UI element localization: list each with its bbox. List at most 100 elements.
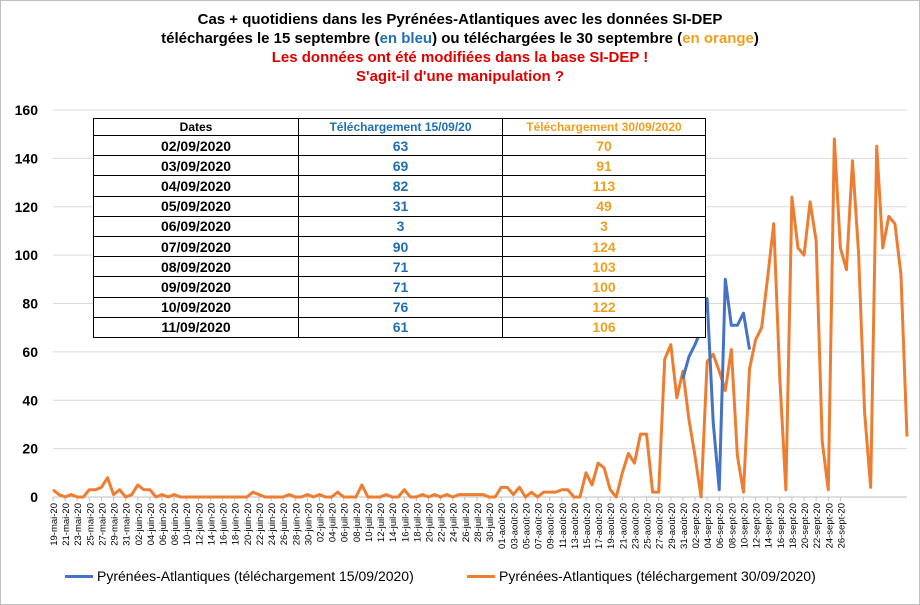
table-row: 04/09/2020 82 113	[93, 175, 706, 197]
x-tick-label: 17-août-20	[594, 503, 605, 549]
x-tick-label: 02-juin-20	[134, 503, 145, 545]
x-tick-label: 29-août-20	[667, 503, 678, 549]
y-tick-label: 80	[22, 296, 38, 312]
y-tick-label: 120	[15, 199, 39, 215]
x-tick-label: 21-mai-20	[61, 503, 72, 546]
legend-item-30: Pyrénées-Atlantiques (téléchargement 30/…	[467, 568, 816, 584]
x-tick-label: 13-août-20	[570, 503, 581, 549]
y-tick-label: 160	[15, 102, 39, 118]
table-cell-download-30: 113	[502, 175, 706, 197]
x-tick-label: 18-sept-20	[788, 503, 799, 548]
x-tick-label: 11-août-20	[558, 503, 569, 548]
chart-title-warning: Les données ont été modifiées dans la ba…	[271, 49, 649, 66]
table-header-download-15: Téléchargement 15/09/20	[298, 118, 503, 136]
table-cell-date: 02/09/2020	[93, 134, 299, 157]
table-row: 07/09/2020 90 124	[93, 235, 706, 258]
x-tick-label: 14-sept-20	[764, 503, 775, 548]
series-line-30-sept	[52, 137, 909, 499]
table-cell-download-15: 61	[298, 316, 503, 338]
table-cell-date: 06/09/2020	[93, 215, 299, 237]
title-line2-part-a: téléchargées le 15 septembre (	[161, 30, 380, 47]
table-header-row: Dates Téléchargement 15/09/20 Télécharge…	[93, 118, 706, 136]
series-lines	[52, 137, 909, 499]
x-tick-label: 16-juil-20	[400, 503, 411, 542]
x-tick-label: 19-août-20	[606, 503, 617, 549]
title-blue-keyword: en bleu	[379, 30, 433, 47]
table-cell-download-15: 63	[298, 134, 503, 157]
table-cell-download-15: 69	[298, 155, 503, 177]
x-tick-label: 14-juin-20	[206, 503, 217, 545]
x-tick-label: 07-août-20	[534, 503, 545, 549]
table-cell-date: 05/09/2020	[93, 195, 299, 217]
table-cell-date: 08/09/2020	[93, 256, 299, 278]
x-tick-label: 14-juil-20	[388, 503, 399, 542]
x-tick-label: 06-sept-20	[715, 503, 726, 548]
x-axis: 19-mai-20 21-mai-20 23-mai-20 25-mai-20 27-m…	[49, 497, 847, 549]
table-cell-download-30: 103	[502, 256, 706, 278]
table-row: 09/09/2020 71 100	[93, 276, 706, 298]
table-row: 10/09/2020 76 122	[93, 296, 706, 318]
chart-title-question: S'agit-il d'une manipulation ?	[356, 68, 564, 85]
table-cell-download-30: 106	[502, 316, 706, 338]
table-cell-download-30: 3	[502, 215, 706, 237]
x-tick-label: 04-juin-20	[146, 503, 157, 545]
x-tick-label: 08-juin-20	[170, 503, 181, 545]
x-tick-label: 26-juin-20	[279, 503, 290, 545]
legend-label-30: Pyrénées-Atlantiques (téléchargement 30/…	[499, 568, 816, 584]
table-cell-download-15: 76	[298, 296, 503, 318]
y-tick-label: 0	[30, 489, 38, 505]
table-cell-date: 04/09/2020	[93, 175, 299, 197]
legend-swatch-orange	[467, 574, 495, 578]
title-line2-part-b: ) ou téléchargées le 30 septembre (	[432, 30, 683, 47]
x-tick-label: 27-mai-20	[97, 503, 108, 546]
x-tick-label: 22-juil-20	[437, 503, 448, 542]
table-cell-download-30: 122	[502, 296, 706, 318]
x-tick-label: 27-août-20	[655, 503, 666, 549]
x-tick-label: 23-août-20	[630, 503, 641, 549]
x-tick-label: 02-juil-20	[315, 503, 326, 542]
table-cell-download-30: 49	[502, 195, 706, 217]
x-tick-label: 16-sept-20	[776, 503, 787, 548]
x-tick-label: 21-août-20	[618, 503, 629, 549]
x-tick-label: 08-juil-20	[352, 503, 363, 542]
x-tick-label: 25-août-20	[643, 503, 654, 549]
y-tick-label: 100	[15, 247, 39, 263]
table-cell-download-30: 70	[502, 134, 706, 157]
chart-title-block: Cas + quotidiens dans les Pyrénées-Atlan…	[0, 10, 920, 86]
table-row: 08/09/2020 71 103	[93, 256, 706, 278]
x-tick-label: 22-juin-20	[255, 503, 266, 545]
x-tick-label: 18-juin-20	[231, 503, 242, 545]
x-tick-label: 30-juil-20	[485, 503, 496, 542]
x-tick-label: 25-mai-20	[85, 503, 96, 546]
table-row: 02/09/2020 63 70	[93, 134, 706, 157]
table-cell-download-15: 71	[298, 276, 503, 298]
x-tick-label: 24-juil-20	[449, 503, 460, 542]
x-tick-label: 30-juin-20	[303, 503, 314, 545]
x-tick-label: 04-juil-20	[328, 503, 339, 542]
x-tick-label: 23-mai-20	[73, 503, 84, 546]
legend-swatch-blue	[65, 574, 93, 578]
x-tick-label: 06-juin-20	[158, 503, 169, 545]
x-tick-label: 04-sept-20	[703, 503, 714, 548]
title-orange-keyword: en orange	[682, 30, 754, 47]
table-row: 03/09/2020 69 91	[93, 155, 706, 177]
x-tick-label: 29-mai-20	[110, 503, 121, 546]
x-tick-label: 12-juin-20	[194, 503, 205, 545]
table-cell-date: 11/09/2020	[93, 316, 299, 338]
x-tick-label: 31-août-20	[679, 503, 690, 549]
x-tick-label: 19-mai-20	[49, 503, 60, 546]
title-line2-part-c: )	[753, 30, 759, 47]
table-cell-date: 07/09/2020	[93, 235, 299, 258]
table-cell-download-15: 3	[298, 215, 503, 237]
series-line-15-sept	[681, 277, 751, 492]
table-header-download-30: Téléchargement 30/09/2020	[502, 118, 706, 136]
data-table: Dates Téléchargement 15/09/20 Télécharge…	[93, 118, 706, 338]
x-tick-label: 02-sept-20	[691, 503, 702, 548]
table-row: 06/09/2020 3 3	[93, 215, 706, 237]
table-cell-download-15: 82	[298, 175, 503, 197]
x-tick-label: 28-juin-20	[291, 503, 302, 545]
x-tick-label: 12-sept-20	[752, 503, 763, 548]
x-tick-label: 31-mai-20	[122, 503, 133, 546]
table-cell-download-15: 90	[298, 235, 503, 258]
y-tick-label: 40	[22, 392, 38, 408]
